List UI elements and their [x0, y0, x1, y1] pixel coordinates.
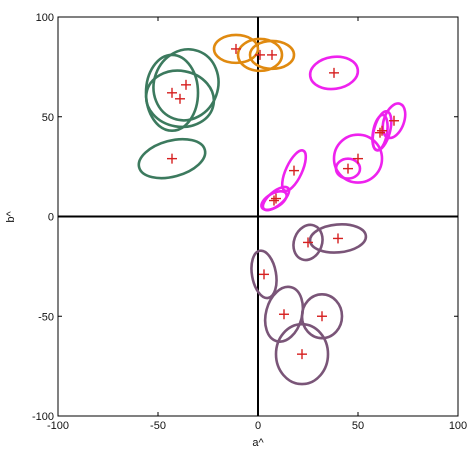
ticks-layer: -100 -50 0 50 100 -100 -50 0 50 100 — [32, 12, 467, 432]
cluster-ellipse — [381, 102, 407, 140]
data-point-marker — [267, 49, 277, 60]
x-tick-label: -50 — [150, 420, 166, 432]
y-tick-label: 50 — [42, 112, 54, 124]
data-point-marker — [279, 309, 289, 320]
data-point-marker — [333, 233, 343, 244]
data-point-marker — [317, 311, 327, 322]
cluster-ellipse — [308, 55, 360, 91]
data-point-marker — [167, 153, 177, 164]
cluster-ellipse — [274, 322, 330, 386]
x-tick-label: 0 — [255, 420, 261, 432]
cluster-ellipse — [212, 33, 260, 65]
cluster-ellipse — [236, 37, 284, 73]
cluster-ellipse — [308, 223, 368, 254]
zero-lines — [58, 17, 458, 416]
cluster-ellipse — [144, 69, 216, 129]
x-axis-label: a^ — [252, 437, 264, 449]
data-point-marker — [259, 269, 269, 280]
data-point-marker — [377, 125, 387, 136]
data-point-marker — [167, 87, 177, 98]
data-point-marker — [269, 195, 279, 206]
y-tick-label: -50 — [38, 311, 54, 323]
ellipses-layer — [137, 33, 407, 386]
x-tick-label: -100 — [47, 420, 69, 432]
data-point-marker — [389, 115, 399, 126]
data-point-marker — [343, 163, 353, 174]
data-point-marker — [329, 67, 339, 78]
data-point-marker — [375, 127, 385, 138]
y-tick-label: 100 — [36, 12, 54, 24]
data-point-marker — [353, 153, 363, 164]
y-tick-label: -100 — [32, 411, 54, 423]
cluster-ellipse — [260, 189, 288, 212]
y-tick-label: 0 — [48, 212, 54, 224]
x-tick-label: 100 — [449, 420, 467, 432]
data-point-marker — [255, 49, 265, 60]
cluster-ellipse — [248, 39, 296, 71]
markers-layer — [167, 43, 399, 360]
data-point-marker — [289, 165, 299, 176]
data-point-marker — [271, 193, 281, 204]
x-tick-label: 50 — [352, 420, 364, 432]
cluster-ellipse — [250, 249, 278, 300]
data-point-marker — [175, 93, 185, 104]
data-point-marker — [181, 79, 191, 90]
cluster-ellipse — [280, 149, 308, 193]
cluster-ellipse — [332, 133, 384, 184]
data-point-marker — [303, 237, 313, 248]
y-axis-label: b^ — [5, 211, 17, 223]
cluster-ellipse — [152, 48, 220, 122]
cluster-ellipse — [292, 223, 324, 262]
data-point-marker — [231, 43, 241, 54]
data-point-marker — [297, 349, 307, 360]
cluster-ellipse — [137, 137, 207, 180]
cluster-ellipse — [300, 293, 344, 340]
